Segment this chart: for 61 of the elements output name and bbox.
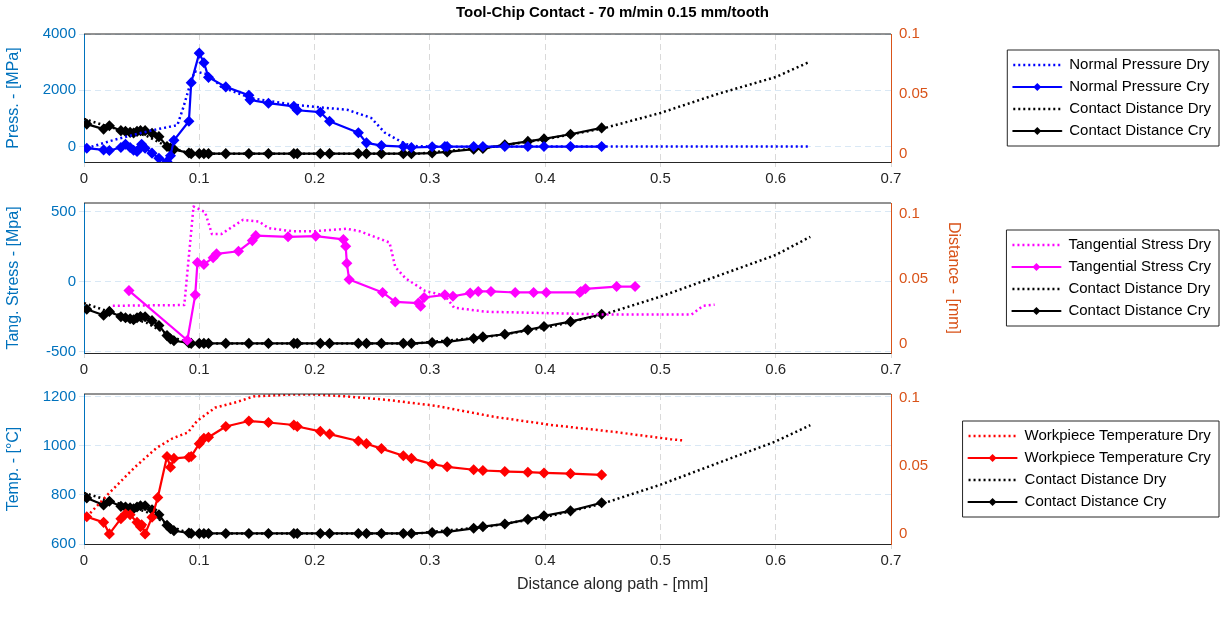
y-tick-label: 4000 [42, 24, 76, 42]
legend-label: Contact Distance Cry [1024, 492, 1167, 510]
legend-label: Workpiece Temperature Dry [1024, 426, 1212, 444]
legend-label: Tangential Stress Dry [1068, 235, 1212, 253]
x-tick-label: 0.3 [419, 360, 441, 378]
x-tick-label: 0.7 [880, 360, 902, 378]
x-tick-label: 0.3 [419, 169, 441, 187]
x-tick-label: 0.6 [765, 360, 787, 378]
y-tick-label: 1000 [42, 435, 76, 453]
y2-tick-label: 0.1 [899, 203, 920, 221]
x-tick-label: 0.3 [419, 551, 441, 569]
chart-title: Tool-Chip Contact - 70 m/min 0.15 mm/tooth [454, 2, 771, 22]
y-tick-label: 0 [67, 136, 76, 154]
x-tick-label: 0.4 [534, 169, 556, 187]
y2-tick-label: 0.05 [899, 455, 929, 473]
x-tick-label: 0.2 [304, 551, 325, 569]
y2-tick-label: 0 [899, 143, 908, 161]
x-tick-label: 0.1 [188, 551, 210, 569]
x-tick-label: 0 [79, 169, 89, 187]
y-axis-title: Tang. Stress - [Mpa] [4, 206, 22, 350]
x-tick-label: 0.4 [534, 360, 556, 378]
x-tick-label: 0.2 [304, 169, 325, 187]
x-tick-label: 0.5 [650, 360, 671, 378]
x-tick-label: 0.4 [534, 551, 556, 569]
y-tick-label: 0 [67, 271, 76, 289]
x-tick-label: 0 [79, 360, 89, 378]
legend-label: Normal Pressure Dry [1069, 55, 1210, 73]
y-tick-label: -500 [45, 341, 76, 359]
y2-tick-label: 0 [899, 523, 908, 541]
x-tick-label: 0.2 [304, 360, 325, 378]
y-tick-label: 800 [50, 484, 76, 502]
y-axis-title: Temp. - [°C] [4, 426, 22, 512]
y-tick-label: 2000 [42, 80, 76, 98]
y2-tick-label: 0.1 [899, 388, 920, 406]
x-tick-label: 0.6 [765, 169, 787, 187]
legend-label: Contact Distance Dry [1024, 470, 1167, 488]
y-tick-label: 500 [50, 201, 76, 219]
x-tick-label: 0.7 [880, 169, 902, 187]
y-tick-label: 600 [50, 534, 76, 552]
x-tick-label: 0.1 [188, 169, 210, 187]
legend-label: Contact Distance Dry [1069, 99, 1212, 117]
y-axis-title: Press. - [MPa] [4, 47, 22, 149]
legend-label: Normal Pressure Cry [1069, 77, 1210, 95]
y2-tick-label: 0.05 [899, 268, 929, 286]
legend-label: Contact Distance Cry [1068, 301, 1211, 319]
y-tick-label: 1200 [42, 386, 76, 404]
x-tick-label: 0.6 [765, 551, 787, 569]
y2-tick-label: 0.05 [899, 83, 929, 101]
y2-tick-label: 0 [899, 333, 908, 351]
legend-label: Contact Distance Dry [1068, 279, 1211, 297]
legend-label: Workpiece Temperature Cry [1024, 448, 1212, 466]
x-tick-label: 0.5 [650, 551, 671, 569]
legend-label: Contact Distance Cry [1069, 121, 1212, 139]
x-tick-label: 0.7 [880, 551, 902, 569]
y2-axis-title: Distance - [mm] [945, 221, 963, 335]
x-tick-label: 0.5 [650, 169, 671, 187]
y2-tick-label: 0.1 [899, 24, 920, 42]
legend-label: Tangential Stress Cry [1068, 257, 1212, 275]
x-tick-label: 0.1 [188, 360, 210, 378]
x-axis-title: Distance along path - [mm] [515, 574, 710, 594]
x-tick-label: 0 [79, 551, 89, 569]
